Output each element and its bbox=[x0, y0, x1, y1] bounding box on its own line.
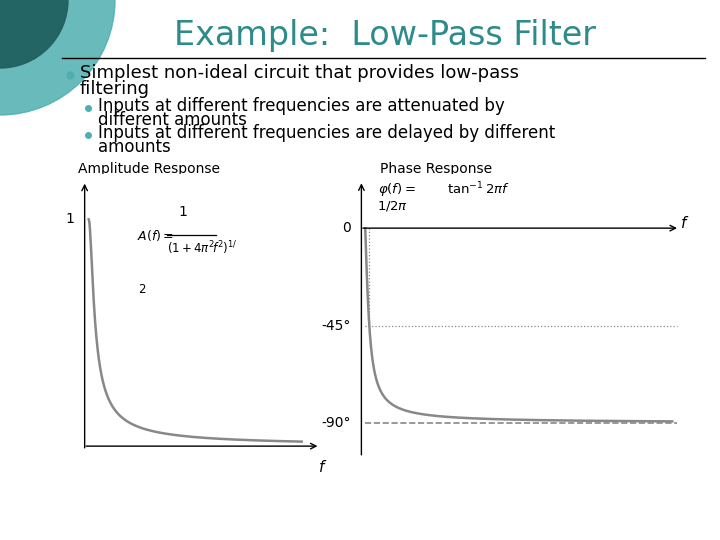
Text: 1: 1 bbox=[65, 212, 74, 226]
Text: different amounts: different amounts bbox=[98, 111, 247, 129]
Text: $\varphi(f) =$: $\varphi(f) =$ bbox=[378, 181, 416, 198]
Text: amounts: amounts bbox=[98, 138, 171, 156]
Text: -45°: -45° bbox=[322, 319, 351, 333]
Text: Inputs at different frequencies are attenuated by: Inputs at different frequencies are atte… bbox=[98, 97, 505, 115]
Text: $(1+4\pi^2\!f^2)^{1/}$: $(1+4\pi^2\!f^2)^{1/}$ bbox=[167, 240, 238, 258]
Text: Amplitude Response: Amplitude Response bbox=[78, 162, 220, 176]
Text: $1$: $1$ bbox=[179, 205, 188, 219]
Text: -90°: -90° bbox=[322, 416, 351, 430]
Text: f: f bbox=[681, 217, 687, 231]
Circle shape bbox=[0, 0, 68, 68]
Text: 0: 0 bbox=[343, 221, 351, 235]
Text: $A(f) =$: $A(f) =$ bbox=[137, 228, 174, 242]
Text: $1/ 2\pi$: $1/ 2\pi$ bbox=[377, 199, 408, 213]
Text: $2$: $2$ bbox=[138, 283, 146, 296]
Text: Simplest non-ideal circuit that provides low-pass: Simplest non-ideal circuit that provides… bbox=[80, 64, 519, 82]
Circle shape bbox=[0, 0, 115, 115]
Text: f: f bbox=[319, 460, 324, 475]
Text: Inputs at different frequencies are delayed by different: Inputs at different frequencies are dela… bbox=[98, 124, 555, 142]
Text: Phase Response: Phase Response bbox=[380, 162, 492, 176]
Text: $\mathrm{tan}^{-1}\,2\pi f$: $\mathrm{tan}^{-1}\,2\pi f$ bbox=[447, 181, 510, 198]
Text: filtering: filtering bbox=[80, 80, 150, 98]
Text: Example:  Low-Pass Filter: Example: Low-Pass Filter bbox=[174, 18, 596, 51]
